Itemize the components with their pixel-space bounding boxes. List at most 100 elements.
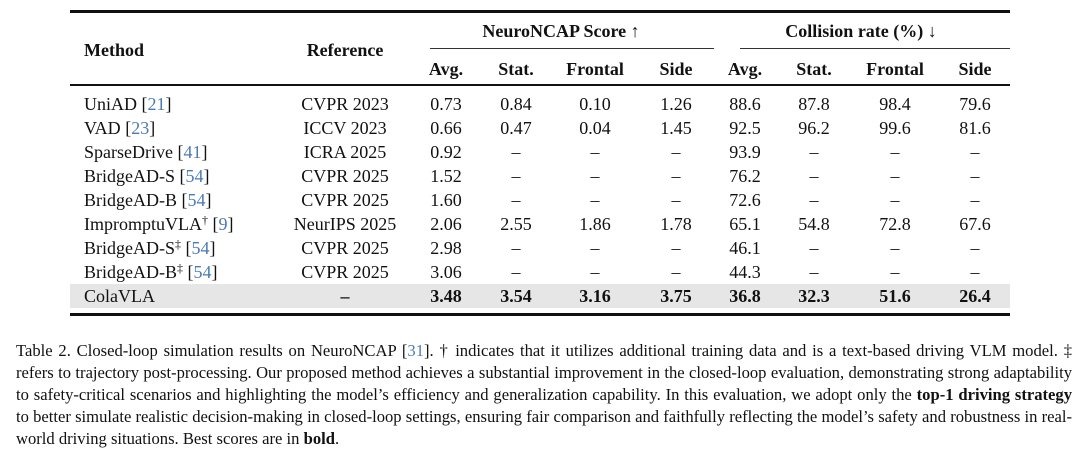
value-cell: 3.48 <box>410 284 482 308</box>
reference-cell: CVPR 2025 <box>301 261 389 282</box>
collision-cmidrule <box>740 48 1010 49</box>
value-cell: 54.8 <box>798 213 830 234</box>
citation-link[interactable]: 54 <box>187 189 206 210</box>
value-cell: 0.73 <box>430 93 462 114</box>
reference-cell: NeurIPS 2025 <box>293 213 397 234</box>
value-cell: – <box>671 165 681 186</box>
value-cell: 3.16 <box>550 284 640 308</box>
value-cell: 51.6 <box>850 284 941 308</box>
method-name: SparseDrive <box>84 141 173 162</box>
table-row: BridgeAD-S‡ [54] CVPR 2025 2.98 – – – 46.1 – – – <box>70 236 1010 260</box>
value-cell: 0.66 <box>430 117 462 138</box>
value-cell: 0.04 <box>579 117 611 138</box>
value-cell: – <box>970 165 980 186</box>
value-cell: – <box>890 189 900 210</box>
value-cell: – <box>511 237 521 258</box>
method-cell: VAD [23] <box>84 117 156 138</box>
value-cell: – <box>970 189 980 210</box>
citation-link[interactable]: 9 <box>218 213 228 234</box>
citation-link[interactable]: 41 <box>183 141 202 162</box>
header-method: Method <box>84 39 144 60</box>
value-cell: 1.26 <box>660 93 692 114</box>
table-row: BridgeAD-S [54] CVPR 2025 1.52 – – – 76.2 – – – <box>70 164 1010 188</box>
reference-cell: CVPR 2025 <box>301 165 389 186</box>
value-cell: – <box>970 141 980 162</box>
value-cell: – <box>511 165 521 186</box>
header-subcol: Avg. <box>428 58 464 79</box>
value-cell: 2.06 <box>430 213 462 234</box>
caption-text: ]. † indicates that it utilizes addition… <box>16 341 1072 404</box>
value-cell: – <box>890 237 900 258</box>
method-name: UniAD <box>84 93 137 114</box>
citation-link[interactable]: 54 <box>185 165 204 186</box>
value-cell: – <box>671 237 681 258</box>
value-cell: – <box>671 141 681 162</box>
table-row: VAD [23] ICCV 2023 0.66 0.47 0.04 1.45 92.5 96.… <box>70 116 1010 140</box>
value-cell: 72.8 <box>879 213 911 234</box>
value-cell: – <box>590 237 600 258</box>
value-cell: 0.10 <box>579 93 611 114</box>
caption-text: . <box>334 429 340 448</box>
value-cell: 96.2 <box>798 117 830 138</box>
method-cell: ColaVLA <box>70 284 280 308</box>
value-cell: 0.92 <box>430 141 462 162</box>
value-cell: 87.8 <box>798 93 830 114</box>
header-collision-rate: Collision rate (%) ↓ <box>785 20 937 41</box>
neuroncap-cmidrule <box>430 48 714 49</box>
value-cell: – <box>590 165 600 186</box>
table-row: SparseDrive [41] ICRA 2025 0.92 – – – 93.9 – – – <box>70 140 1010 164</box>
value-cell: – <box>970 237 980 258</box>
value-cell: 99.6 <box>879 117 911 138</box>
value-cell: 0.84 <box>500 93 532 114</box>
method-marker: ‡ <box>175 236 181 251</box>
value-cell: 1.45 <box>660 117 692 138</box>
table-row: ImpromptuVLA† [9] NeurIPS 2025 2.06 2.55 1.8… <box>70 212 1010 236</box>
table-row: UniAD [21] CVPR 2023 0.73 0.84 0.10 1.26 88.6 8… <box>70 92 1010 116</box>
method-name: ImpromptuVLA <box>84 213 202 234</box>
value-cell: 46.1 <box>729 237 761 258</box>
value-cell: – <box>511 261 521 282</box>
method-cell: BridgeAD-B [54] <box>84 189 212 210</box>
reference-cell: CVPR 2023 <box>301 93 389 114</box>
table-grid: Method Reference NeuroNCAP Score ↑ Colli… <box>70 13 1011 308</box>
value-cell: 26.4 <box>940 284 1011 308</box>
value-cell: 93.9 <box>729 141 761 162</box>
value-cell: 1.60 <box>430 189 462 210</box>
citation-link[interactable]: 54 <box>191 237 210 258</box>
value-cell: 81.6 <box>959 117 991 138</box>
caption-bold-text: bold <box>303 429 335 448</box>
value-cell: – <box>809 261 819 282</box>
bottom-rule <box>70 313 1010 316</box>
header-reference: Reference <box>306 39 384 60</box>
reference-cell: ICCV 2023 <box>303 117 387 138</box>
method-name: VAD <box>84 117 121 138</box>
method-marker: ‡ <box>177 260 183 275</box>
value-cell: – <box>671 189 681 210</box>
citation-link[interactable]: 54 <box>193 261 212 282</box>
method-name: BridgeAD-S <box>84 237 175 258</box>
table-row: BridgeAD-B [54] CVPR 2025 1.60 – – – 72.6 – – – <box>70 188 1010 212</box>
header-subcol: Frontal <box>566 58 624 79</box>
citation-link[interactable]: 23 <box>131 117 150 138</box>
header-subcol: Avg. <box>727 58 763 79</box>
method-name: ColaVLA <box>84 285 155 306</box>
value-cell: 32.3 <box>778 284 851 308</box>
citation-link[interactable]: 21 <box>147 93 166 114</box>
caption-text: Table 2. Closed-loop simulation results … <box>16 341 408 360</box>
value-cell: – <box>809 237 819 258</box>
value-cell: – <box>890 261 900 282</box>
value-cell: – <box>809 141 819 162</box>
method-cell: BridgeAD-B‡ [54] <box>84 260 218 282</box>
value-cell: – <box>511 189 521 210</box>
value-cell: 3.54 <box>482 284 550 308</box>
reference-cell: ICRA 2025 <box>303 141 387 162</box>
header-subcol: Stat. <box>498 58 534 79</box>
top-rule <box>70 10 1010 13</box>
table-row: ColaVLA –3.48 3.54 3.16 3.75 36.8 32.3 51.6 26.4 <box>70 284 1011 308</box>
value-cell: 72.6 <box>729 189 761 210</box>
reference-cell: – <box>280 284 410 308</box>
header-subcol: Frontal <box>866 58 924 79</box>
value-cell: 3.75 <box>640 284 713 308</box>
value-cell: – <box>590 189 600 210</box>
caption-citation-link[interactable]: 31 <box>407 341 424 360</box>
